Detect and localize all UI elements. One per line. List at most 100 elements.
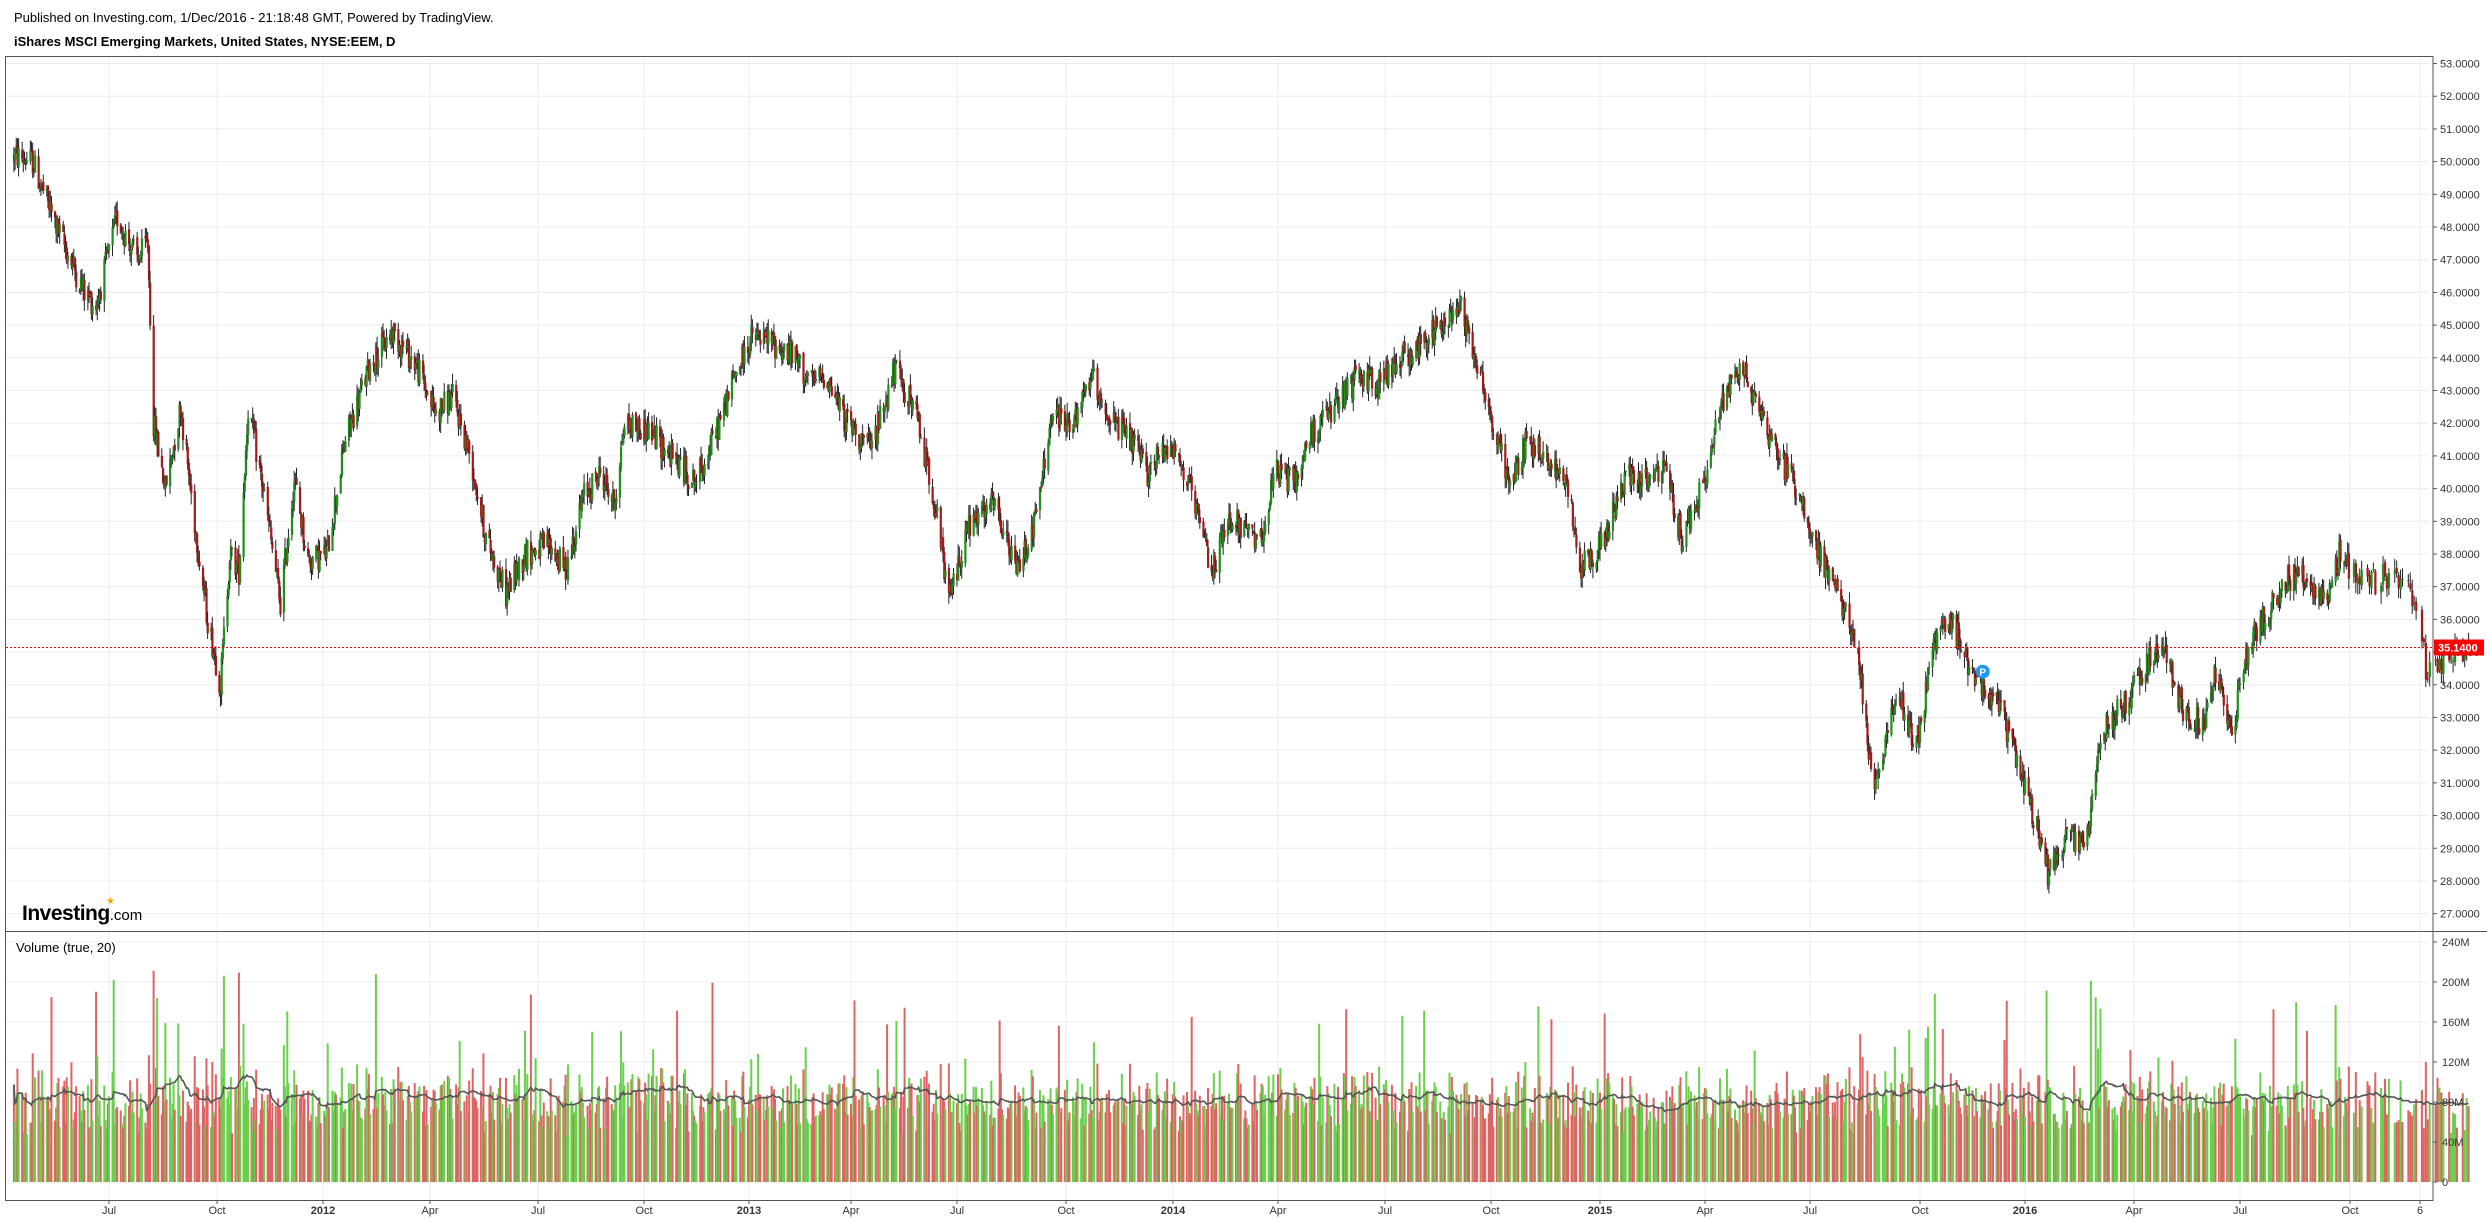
candle-body [1587, 549, 1590, 555]
volume-bar [738, 1117, 741, 1182]
candle-body [690, 482, 694, 488]
candle-body [586, 481, 589, 497]
candle-body [2088, 824, 2091, 836]
candle-body [2195, 706, 2199, 729]
volume-bar [1411, 1111, 1414, 1182]
volume-bar [563, 1085, 566, 1182]
candle-body [557, 554, 560, 572]
candle-body [482, 505, 485, 538]
volume-bar [146, 1104, 149, 1182]
candle-body [1940, 619, 1943, 628]
candle-body [1106, 417, 1110, 419]
candle-body [1512, 474, 1515, 481]
candle-body [2246, 646, 2249, 667]
volume-bar [534, 1058, 537, 1182]
candle-body [1498, 435, 1501, 437]
volume-bar [2062, 1092, 2065, 1182]
candle-body [1172, 452, 1175, 459]
candle-body [384, 348, 387, 351]
volume-bar [1677, 1107, 1680, 1182]
candle-body [88, 290, 91, 297]
volume-bar [960, 1093, 963, 1182]
volume-bar [221, 1077, 224, 1182]
volume-bar [799, 1123, 801, 1182]
volume-bar [343, 1111, 346, 1182]
candle-body [2130, 686, 2133, 709]
volume-bar [1096, 1063, 1099, 1182]
candle-body [2292, 564, 2296, 592]
candle-body [1211, 572, 1214, 578]
candle-body [575, 531, 578, 545]
volume-bar [1374, 1097, 1377, 1182]
candle-body [2045, 854, 2048, 865]
candle-body [1507, 474, 1510, 484]
candle-body [1487, 399, 1490, 407]
candle-body [317, 545, 320, 570]
volume-bar [599, 1127, 602, 1182]
candle-body [993, 498, 997, 507]
volume-bar [197, 1088, 200, 1182]
volume-bar [390, 1088, 393, 1182]
candle-body [1409, 349, 1412, 366]
candle-body [400, 340, 403, 359]
volume-bar [162, 1086, 164, 1182]
candle-body [1008, 539, 1011, 556]
candle-body [2411, 590, 2414, 607]
volume-bar [581, 1102, 584, 1182]
volume-bar [1059, 1112, 1062, 1182]
candle-body [360, 380, 364, 386]
candle-body [450, 394, 453, 409]
candle-body [956, 574, 959, 580]
candle-body [2270, 610, 2273, 619]
volume-bar [603, 1129, 606, 1182]
candle-body [1735, 371, 1738, 377]
volume-bar [1948, 1116, 1951, 1182]
volume-bar [982, 1104, 985, 1182]
volume-bar [1148, 1088, 1151, 1182]
volume-bar [2354, 1072, 2357, 1182]
candle-body [682, 456, 686, 483]
volume-bar [2254, 1107, 2257, 1182]
volume-bar [692, 1110, 695, 1182]
candle-body [1432, 319, 1435, 344]
candle-body [2179, 687, 2182, 695]
volume-bar [377, 1093, 380, 1182]
candle-body [1637, 473, 1640, 484]
candle-body [2276, 597, 2279, 605]
volume-bar [1055, 1087, 1058, 1182]
candle-body [834, 394, 837, 398]
candle-body [1868, 754, 1871, 760]
volume-bar [1686, 1124, 1689, 1182]
volume-bar [1473, 1117, 1476, 1182]
volume-bar [334, 1094, 337, 1182]
candle-body [267, 516, 271, 522]
candle-body [1987, 695, 1990, 700]
candle-body [351, 413, 354, 421]
volume-bar [1972, 1118, 1975, 1182]
volume-bar [1247, 1124, 1250, 1182]
volume-bar [1680, 1107, 1683, 1182]
volume-bar [2236, 1088, 2239, 1182]
volume-bar [677, 1102, 680, 1182]
price-axis-label: 47.0000 [2440, 255, 2480, 267]
volume-bar [1517, 1071, 1520, 1182]
candle-body [211, 627, 214, 657]
candle-body [132, 239, 135, 241]
volume-axis-label: 80M [2442, 1097, 2463, 1109]
volume-bar [204, 1125, 207, 1182]
volume-bar [1384, 1089, 1386, 1182]
candle-body [72, 257, 75, 264]
volume-bar [1865, 1114, 1868, 1182]
candle-body [1081, 391, 1084, 408]
volume-bar [1149, 1098, 1152, 1182]
volume-bar [1823, 1075, 1826, 1182]
candle-body [1090, 379, 1093, 382]
candle-body [474, 480, 477, 487]
time-axis-label: Apr [421, 1205, 438, 1217]
candle-body [661, 437, 664, 459]
volume-bar [239, 1065, 242, 1182]
candle-body [1750, 387, 1753, 394]
volume-bar [2461, 1093, 2464, 1182]
candle-body [2297, 567, 2300, 577]
candle-body [2352, 563, 2356, 577]
